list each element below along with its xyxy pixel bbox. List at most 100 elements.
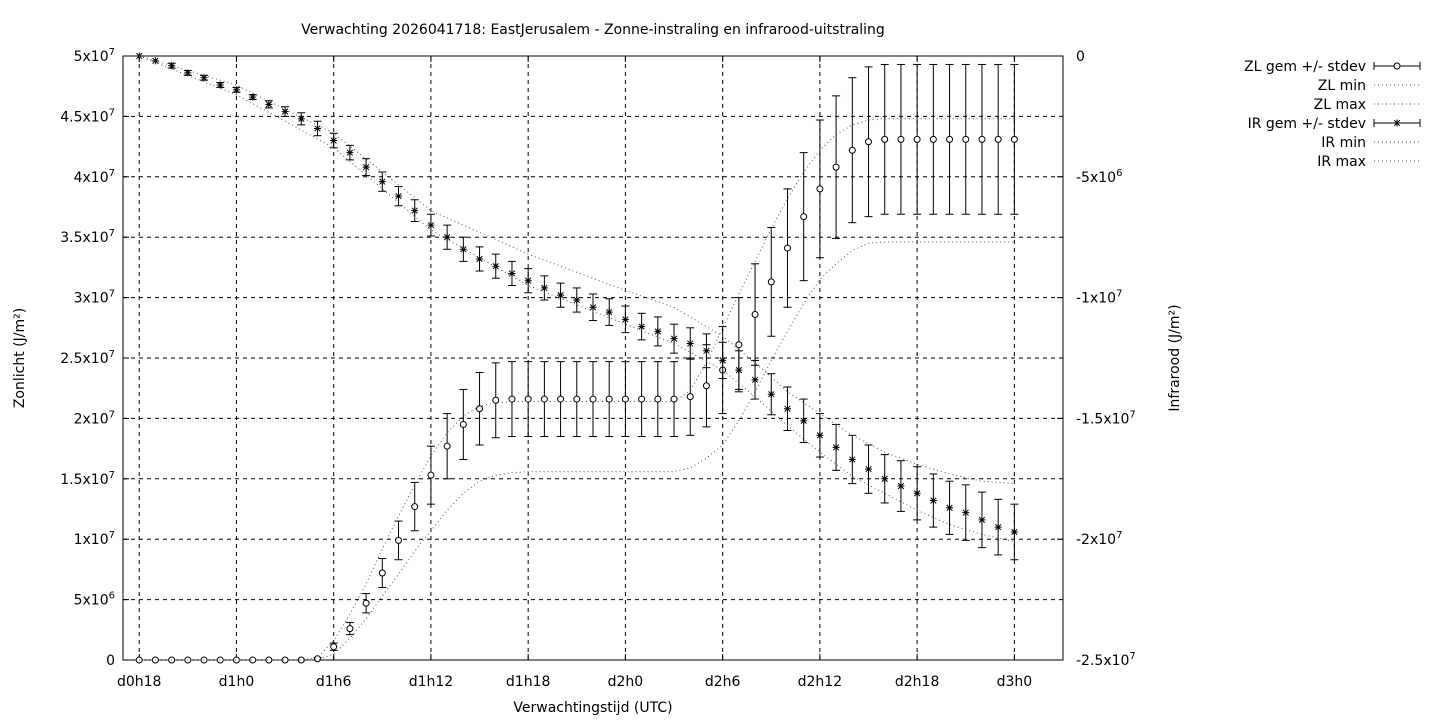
data-point: [946, 135, 954, 143]
data-point: [621, 315, 629, 323]
x-tick-label: d2h0: [608, 674, 644, 690]
data-point: [427, 471, 435, 479]
data-point: [848, 146, 856, 154]
data-point: [881, 135, 889, 143]
y-left-tick-label: 2x107: [74, 409, 115, 427]
x-tick-label: d1h0: [219, 674, 255, 690]
legend-label: IR max: [1317, 154, 1366, 170]
data-point: [589, 303, 597, 311]
data-point: [557, 395, 565, 403]
data-point: [816, 185, 824, 193]
data-point: [913, 489, 921, 497]
data-point: [330, 643, 338, 651]
data-point: [605, 395, 613, 403]
data-point: [783, 405, 791, 413]
data-point: [508, 395, 516, 403]
legend-label: ZL gem +/- stdev: [1244, 59, 1366, 75]
data-point: [265, 100, 273, 108]
data-point: [443, 442, 451, 450]
data-point: [605, 308, 613, 316]
data-point: [735, 341, 743, 349]
data-point: [330, 137, 338, 145]
data-point: [897, 135, 905, 143]
data-point: [800, 213, 808, 221]
data-point: [524, 395, 532, 403]
data-point: [994, 523, 1002, 531]
data-point: [929, 135, 937, 143]
data-point: [427, 221, 435, 229]
data-point: [621, 395, 629, 403]
data-point: [524, 277, 532, 285]
x-tick-label: d2h12: [798, 674, 842, 690]
x-tick-label: d1h12: [409, 674, 453, 690]
legend-label: ZL max: [1314, 97, 1366, 113]
data-point: [638, 395, 646, 403]
data-point: [686, 393, 694, 401]
data-point: [767, 278, 775, 286]
data-point: [962, 509, 970, 517]
data-point: [459, 420, 467, 428]
data-point: [297, 115, 305, 123]
data-point: [832, 163, 840, 171]
legend-marker: [1393, 62, 1401, 70]
x-tick-label: d1h6: [316, 674, 352, 690]
y-left-tick-label: 2.5x107: [60, 349, 115, 367]
data-point: [670, 335, 678, 343]
data-point: [702, 382, 710, 390]
data-point: [362, 163, 370, 171]
data-point: [881, 475, 889, 483]
plot-frame: [122, 55, 1064, 661]
series-line: [139, 55, 1015, 485]
data-point: [297, 656, 305, 664]
data-point: [816, 431, 824, 439]
data-point: [476, 255, 484, 263]
data-point: [783, 244, 791, 252]
data-point: [897, 482, 905, 490]
data-point: [573, 395, 581, 403]
x-tick-label: d0h18: [117, 674, 161, 690]
y-left-axis-label: Zonlicht (J/m²): [12, 308, 28, 408]
y-left-tick-label: 0: [106, 653, 115, 669]
data-point: [702, 347, 710, 355]
data-point: [216, 656, 224, 664]
data-point: [492, 396, 500, 404]
data-point: [378, 569, 386, 577]
series-line: [139, 241, 1015, 661]
data-point: [751, 376, 759, 384]
data-point: [459, 245, 467, 253]
y-right-axis-ticks: 0 -5x106 -1x107 -1.5x107 -2x107 -2.5x107: [1057, 49, 1136, 669]
data-point: [476, 405, 484, 413]
x-tick-label: d2h18: [895, 674, 939, 690]
data-point: [216, 81, 224, 89]
data-point: [832, 443, 840, 451]
data-point: [589, 395, 597, 403]
data-point: [184, 69, 192, 77]
data-point: [767, 390, 775, 398]
grid: [123, 55, 1063, 661]
data-point: [540, 395, 548, 403]
data-point: [168, 62, 176, 70]
y-left-tick-label: 5x107: [74, 47, 115, 65]
data-point: [265, 656, 273, 664]
data-point: [865, 465, 873, 473]
data-point: [346, 149, 354, 157]
data-point: [962, 135, 970, 143]
data-point: [978, 516, 986, 524]
y-left-tick-label: 3x107: [74, 289, 115, 307]
series-zl-min: [139, 241, 1015, 661]
data-point: [540, 284, 548, 292]
y-left-tick-label: 1x107: [74, 530, 115, 548]
y-left-tick-label: 5x106: [74, 591, 115, 609]
data-point: [654, 327, 662, 335]
x-tick-label: d1h18: [506, 674, 550, 690]
data-point: [395, 192, 403, 200]
data-point: [232, 86, 240, 94]
y-right-tick-label: -1x107: [1076, 289, 1122, 307]
data-point: [638, 323, 646, 331]
series-line: [139, 55, 1015, 543]
x-axis-ticks: d0h18 d1h0 d1h6 d1h12 d1h18 d2h0 d2h6 d2h12 d2h1…: [117, 56, 1032, 690]
y-right-axis-label: Infrarood (J/m²): [1167, 304, 1183, 411]
data-point: [994, 135, 1002, 143]
series-zl-gem-stdev: [135, 63, 1019, 664]
